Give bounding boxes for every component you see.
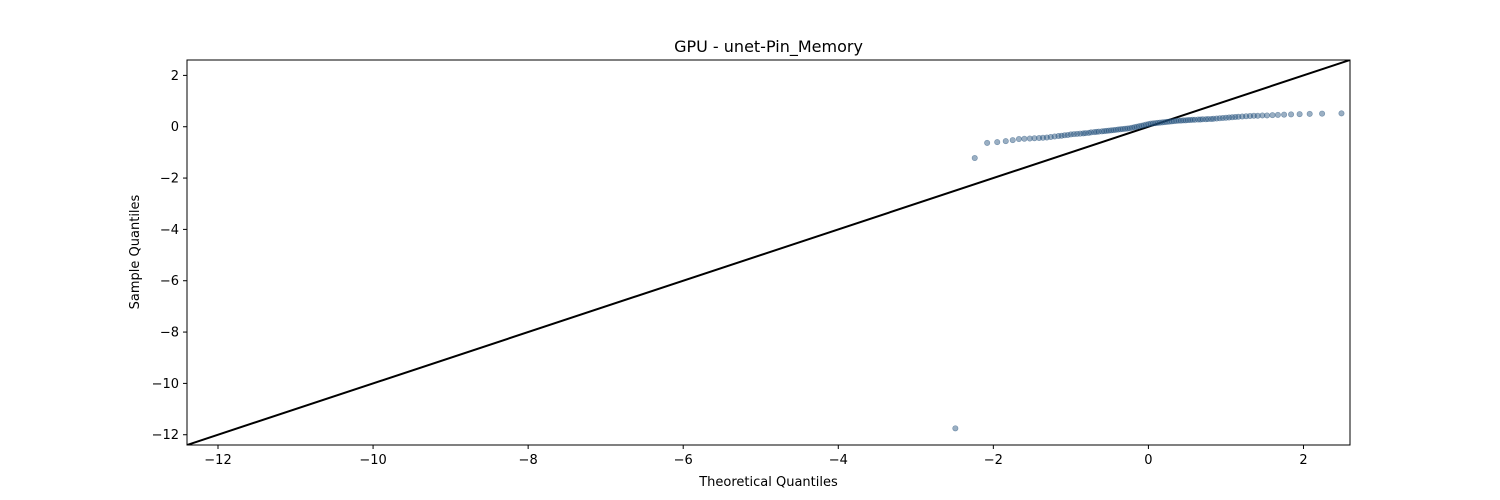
data-point bbox=[1147, 120, 1154, 127]
data-point bbox=[1195, 116, 1202, 123]
data-point bbox=[1103, 127, 1110, 134]
data-point bbox=[1009, 137, 1016, 144]
data-point bbox=[1143, 121, 1150, 128]
data-point bbox=[1136, 123, 1143, 130]
x-tick-label: −2 bbox=[984, 453, 1003, 468]
data-point bbox=[1219, 115, 1226, 122]
x-axis-label: Theoretical Quantiles bbox=[698, 475, 838, 490]
data-point bbox=[1150, 120, 1157, 127]
data-point bbox=[1232, 113, 1239, 120]
data-point bbox=[1159, 119, 1166, 126]
data-point bbox=[1274, 111, 1281, 118]
data-point bbox=[1098, 128, 1105, 135]
data-point bbox=[1021, 135, 1028, 142]
data-point bbox=[1187, 117, 1194, 124]
data-point bbox=[1138, 122, 1145, 129]
data-point bbox=[952, 425, 959, 432]
chart-title: GPU - unet-Pin_Memory bbox=[674, 37, 863, 57]
data-point bbox=[1133, 123, 1140, 130]
data-point bbox=[1026, 135, 1033, 142]
data-point bbox=[984, 139, 991, 146]
data-point bbox=[1140, 122, 1147, 129]
data-point bbox=[1015, 136, 1022, 143]
data-point bbox=[1031, 135, 1038, 142]
data-point bbox=[994, 139, 1001, 146]
data-point bbox=[1131, 124, 1138, 131]
data-point bbox=[1166, 118, 1173, 125]
y-axis-label: Sample Quantiles bbox=[128, 194, 143, 309]
x-tick-label: 2 bbox=[1299, 453, 1307, 468]
data-point bbox=[1259, 112, 1266, 119]
data-point bbox=[1216, 115, 1223, 122]
data-point bbox=[1269, 112, 1276, 119]
data-point bbox=[1168, 118, 1175, 125]
y-tick-label: −2 bbox=[160, 172, 179, 187]
data-point bbox=[1264, 112, 1271, 119]
data-point bbox=[1281, 111, 1288, 118]
data-point bbox=[1175, 117, 1182, 124]
data-point bbox=[1110, 127, 1117, 134]
data-point bbox=[1184, 117, 1191, 124]
data-point bbox=[1296, 111, 1303, 118]
data-point bbox=[1129, 124, 1136, 131]
x-tick-label: −8 bbox=[519, 453, 538, 468]
data-point bbox=[1222, 114, 1229, 121]
data-point bbox=[1067, 131, 1074, 138]
data-point bbox=[1108, 127, 1115, 134]
data-point bbox=[1177, 117, 1184, 124]
data-point bbox=[1157, 119, 1164, 126]
data-point bbox=[1074, 130, 1081, 137]
data-point bbox=[1002, 138, 1009, 145]
data-point bbox=[1182, 117, 1189, 124]
data-point bbox=[1117, 126, 1124, 133]
data-point bbox=[1319, 110, 1326, 117]
data-point bbox=[1152, 120, 1159, 127]
data-point bbox=[1173, 117, 1180, 124]
data-point bbox=[1254, 112, 1261, 119]
reference-line bbox=[187, 60, 1350, 445]
data-point bbox=[1306, 110, 1313, 117]
data-point bbox=[1180, 117, 1187, 124]
data-point bbox=[1115, 126, 1122, 133]
y-tick-label: −6 bbox=[160, 274, 179, 289]
data-point bbox=[1124, 125, 1131, 132]
data-point bbox=[1055, 132, 1062, 139]
data-point bbox=[1105, 127, 1112, 134]
x-tick-label: −12 bbox=[204, 453, 231, 468]
data-point bbox=[1122, 125, 1129, 132]
x-tick-label: −6 bbox=[674, 453, 693, 468]
data-point bbox=[1126, 125, 1133, 132]
x-tick-label: 0 bbox=[1144, 453, 1152, 468]
data-point bbox=[1119, 126, 1126, 133]
y-tick-label: −10 bbox=[152, 377, 179, 392]
data-point bbox=[1338, 110, 1345, 117]
data-point bbox=[1091, 129, 1098, 136]
data-point bbox=[1229, 114, 1236, 121]
data-point bbox=[1164, 118, 1171, 125]
y-tick-label: 0 bbox=[171, 120, 179, 135]
data-point bbox=[1161, 119, 1168, 126]
y-tick-label: −4 bbox=[160, 223, 179, 238]
plot-frame bbox=[186, 59, 1351, 446]
data-point bbox=[1070, 131, 1077, 138]
data-point bbox=[1288, 111, 1295, 118]
data-point bbox=[1101, 128, 1108, 135]
data-point bbox=[1145, 121, 1152, 128]
x-tick-label: −4 bbox=[829, 453, 848, 468]
y-tick-label: 2 bbox=[171, 69, 179, 84]
data-point bbox=[1226, 114, 1233, 121]
data-point bbox=[1210, 115, 1217, 122]
data-point bbox=[1112, 126, 1119, 133]
data-point bbox=[1170, 118, 1177, 125]
data-point bbox=[971, 155, 978, 162]
data-point bbox=[1213, 115, 1220, 122]
data-point bbox=[1061, 132, 1068, 139]
y-tick-label: −8 bbox=[160, 326, 179, 341]
x-tick-label: −10 bbox=[359, 453, 386, 468]
y-tick-label: −12 bbox=[152, 428, 179, 443]
data-point bbox=[1154, 119, 1161, 126]
